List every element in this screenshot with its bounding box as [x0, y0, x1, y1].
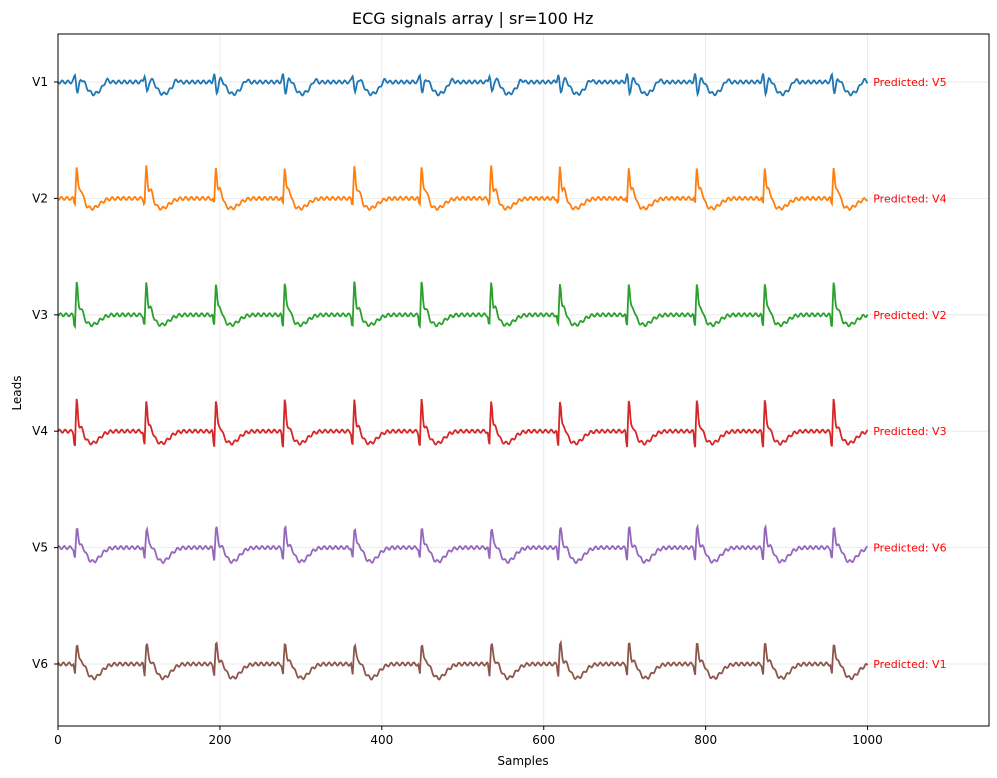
y-tick-label: V5 — [32, 541, 48, 555]
ecg-trace-line — [57, 639, 869, 681]
grid-lines — [57, 34, 989, 726]
ecg-trace-line — [57, 398, 869, 448]
ecg-trace-line — [57, 523, 868, 565]
y-tick-label: V6 — [32, 657, 48, 671]
y-tick-label: V1 — [32, 75, 48, 89]
y-axis-label: Leads — [10, 375, 24, 410]
x-tick-label: 1000 — [852, 733, 883, 747]
x-tick-label: 200 — [208, 733, 231, 747]
predicted-lead-annotation: Predicted: V4 — [873, 192, 946, 205]
y-axis-ticks: V1 V2 V3 V4 V5 V6 — [32, 75, 58, 671]
predicted-lead-annotation: Predicted: V6 — [873, 542, 946, 555]
x-axis-label: Samples — [497, 754, 548, 768]
x-tick-label: 0 — [54, 733, 62, 747]
x-axis-ticks: 0 200 400 600 800 1000 — [54, 726, 883, 747]
y-tick-label: V2 — [32, 191, 48, 205]
ecg-trace-line — [57, 281, 869, 330]
plot-frame — [57, 33, 990, 727]
x-tick-label: 400 — [370, 733, 393, 747]
predicted-lead-annotation: Predicted: V3 — [873, 425, 946, 438]
x-tick-label: 800 — [694, 733, 717, 747]
ecg-trace-line — [57, 165, 869, 212]
x-tick-label: 600 — [532, 733, 555, 747]
predicted-lead-annotation: Predicted: V5 — [873, 76, 946, 89]
y-tick-label: V4 — [32, 424, 48, 438]
signal-traces — [57, 71, 869, 681]
predicted-lead-annotation: Predicted: V2 — [873, 309, 946, 322]
ecg-trace-line — [57, 71, 869, 98]
y-tick-label: V3 — [32, 308, 48, 322]
chart-title: ECG signals array | sr=100 Hz — [352, 9, 593, 28]
predicted-lead-annotation: Predicted: V1 — [873, 658, 946, 671]
prediction-annotations: Predicted: V5 Predicted: V4 Predicted: V2 P… — [873, 76, 946, 671]
